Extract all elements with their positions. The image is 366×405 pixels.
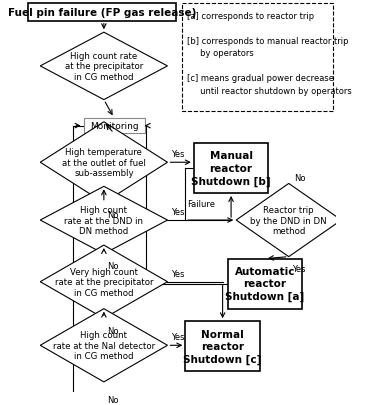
Polygon shape (40, 309, 168, 382)
Polygon shape (40, 187, 168, 254)
Text: Failure: Failure (187, 199, 215, 208)
Text: High count
rate at the DND in
DN method: High count rate at the DND in DN method (64, 206, 143, 235)
Text: Normal
reactor
Shutdown [c]: Normal reactor Shutdown [c] (183, 329, 262, 364)
Text: Monitoring: Monitoring (90, 122, 138, 131)
FancyBboxPatch shape (29, 4, 176, 21)
Text: Reactor trip
by the DND in DN
method: Reactor trip by the DND in DN method (250, 206, 327, 235)
Text: No: No (107, 395, 119, 404)
Text: No: No (107, 211, 119, 220)
FancyBboxPatch shape (83, 119, 145, 134)
Text: No: No (107, 262, 119, 271)
Text: High count
rate at the NaI detector
in CG method: High count rate at the NaI detector in C… (53, 330, 155, 360)
Polygon shape (40, 33, 168, 100)
Text: Manual
reactor
Shutdown [b]: Manual reactor Shutdown [b] (191, 151, 271, 186)
Polygon shape (40, 122, 168, 203)
Text: No: No (107, 326, 119, 335)
Polygon shape (40, 245, 168, 318)
FancyBboxPatch shape (228, 259, 302, 309)
Text: Yes: Yes (171, 333, 184, 341)
Text: [a] corresponds to reactor trip

[b] corresponds to manual reactor trip
     by : [a] corresponds to reactor trip [b] corr… (187, 12, 352, 96)
Text: Fuel pin failure (FP gas release): Fuel pin failure (FP gas release) (8, 8, 196, 18)
FancyBboxPatch shape (185, 322, 260, 371)
Text: Yes: Yes (171, 150, 184, 159)
Text: Automatic
reactor
Shutdown [a]: Automatic reactor Shutdown [a] (225, 266, 305, 301)
Text: High temperature
at the outlet of fuel
sub-assembly: High temperature at the outlet of fuel s… (62, 148, 146, 178)
Text: No: No (294, 173, 305, 182)
FancyBboxPatch shape (182, 4, 333, 112)
FancyBboxPatch shape (194, 144, 268, 194)
Text: Yes: Yes (171, 208, 184, 217)
Text: Yes: Yes (171, 269, 184, 278)
Polygon shape (236, 184, 341, 257)
Text: Yes: Yes (292, 265, 306, 274)
Text: Very high count
rate at the precipitator
in CG method: Very high count rate at the precipitator… (55, 267, 153, 297)
Text: High count rate
at the precipitator
in CG method: High count rate at the precipitator in C… (65, 52, 143, 81)
